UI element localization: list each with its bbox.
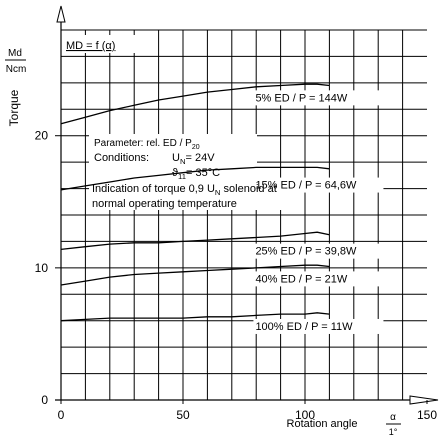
curve-label: 5% ED / P = 144W (255, 92, 347, 104)
curve-series-0 (60, 83, 330, 125)
indication-line-2: normal operating temperature (92, 198, 237, 210)
indication-text: Indication of torque 0,9 U (92, 183, 215, 195)
un-subscript: N (180, 157, 186, 166)
curve-label: 40% ED / P = 21W (255, 273, 347, 285)
curve-series-2 (60, 231, 330, 251)
curve-series-3 (60, 264, 330, 286)
indication-line-1: Indication of torque 0,9 UN solenoid at (92, 183, 277, 197)
y-axis-arrow (56, 5, 66, 23)
un-value: = 24V (186, 152, 216, 164)
y-tick-label: 10 (35, 261, 49, 275)
curve-label: 15% ED / P = 64,6W (255, 180, 357, 192)
curve-label-bg (253, 177, 384, 193)
un-condition: UN= 24V (172, 152, 215, 166)
parameter-text: Parameter: rel. ED / P (94, 138, 192, 149)
x-axis-title: Rotation angle (287, 418, 358, 430)
x-unit-numerator: α (390, 412, 396, 423)
theta-subscript: 11 (178, 172, 186, 181)
indication-subscript: N (215, 188, 221, 197)
indication-suffix: solenoid at (220, 183, 276, 195)
theta-value: = 35°C (186, 167, 220, 179)
y-label-bottom: Ncm (6, 64, 27, 75)
x-tick-label: 50 (176, 408, 190, 422)
y-label-top: Md (8, 48, 22, 59)
curve-series-1 (60, 166, 330, 191)
labels: 0 50 100 150 0 10 20 Md Ncm Torque Rotation angle α… (5, 40, 437, 437)
axes (55, 5, 439, 405)
x-tick-label: 0 (58, 408, 65, 422)
theta-condition: ϑ11= 35°C (172, 167, 220, 181)
theta-symbol: ϑ (172, 167, 178, 179)
un-symbol: U (172, 152, 180, 164)
y-axis-title: Torque (7, 89, 21, 126)
x-tick-label: 100 (295, 408, 315, 422)
curve-label-bg (253, 90, 384, 106)
parameter-line: Parameter: rel. ED / P20 (94, 138, 200, 151)
chart-title: MD = f (α) (66, 40, 115, 52)
curve-label: 100% ED / P = 11W (255, 321, 353, 333)
curve-label-bg (253, 271, 384, 287)
curve-series-4 (60, 312, 330, 322)
y-tick-label: 0 (41, 393, 48, 407)
curve-label-bg (253, 243, 384, 259)
grid (61, 29, 427, 400)
x-axis-arrow (409, 395, 439, 405)
curves (60, 83, 330, 322)
curve-label: 25% ED / P = 39,8W (255, 246, 357, 258)
conditions-label: Conditions: (94, 152, 149, 164)
x-unit-denominator: 1° (389, 427, 398, 437)
x-tick-label: 150 (417, 408, 437, 422)
curve-label-bg (253, 318, 384, 334)
parameter-subscript: 20 (192, 144, 200, 151)
title-box (63, 35, 138, 53)
y-tick-label: 20 (35, 129, 49, 143)
